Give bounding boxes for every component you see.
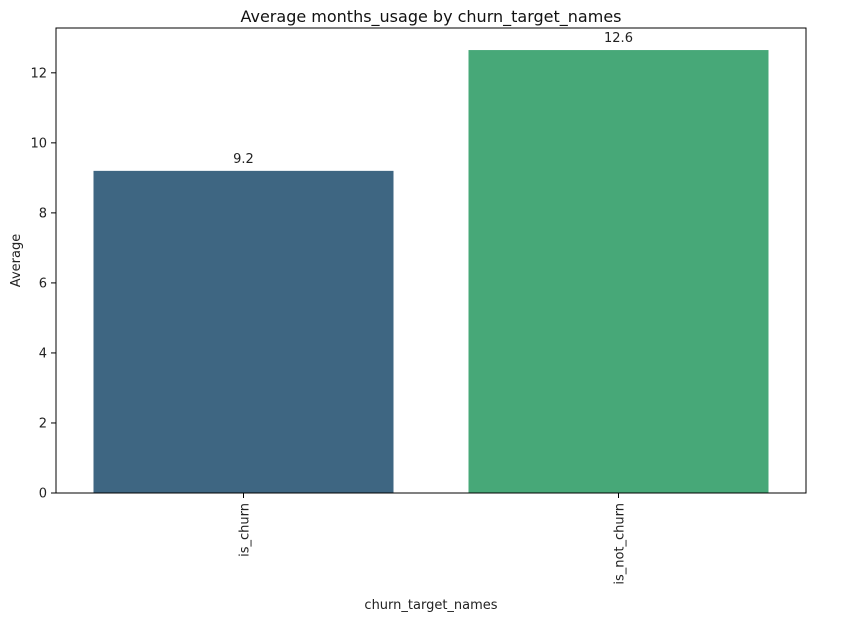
y-tick-label: 0 [39, 487, 47, 502]
bars-layer: 9.2 12.6 [93, 31, 769, 494]
chart-title: Average months_usage by churn_target_nam… [240, 7, 621, 27]
bar-is-not-churn [468, 50, 769, 494]
y-tick-label: 6 [39, 276, 47, 291]
x-axis: is_churn is_not_churn [238, 493, 628, 585]
data-label-is-churn: 9.2 [233, 152, 254, 167]
y-tick-label: 2 [39, 416, 47, 431]
y-tick-label: 8 [39, 206, 47, 221]
plot-frame [55, 27, 807, 494]
data-label-is-not-churn: 12.6 [604, 31, 633, 46]
y-axis-title: Average [9, 234, 24, 287]
y-tick-label: 12 [30, 66, 47, 81]
y-tick-label: 4 [39, 346, 47, 361]
x-tick-label: is_not_churn [613, 503, 628, 585]
bar-is-churn [93, 170, 394, 493]
y-axis: 0 2 4 6 8 10 12 [30, 66, 56, 502]
x-tick-label: is_churn [238, 503, 253, 557]
y-tick-label: 10 [30, 136, 47, 151]
x-axis-title: churn_target_names [364, 598, 497, 613]
